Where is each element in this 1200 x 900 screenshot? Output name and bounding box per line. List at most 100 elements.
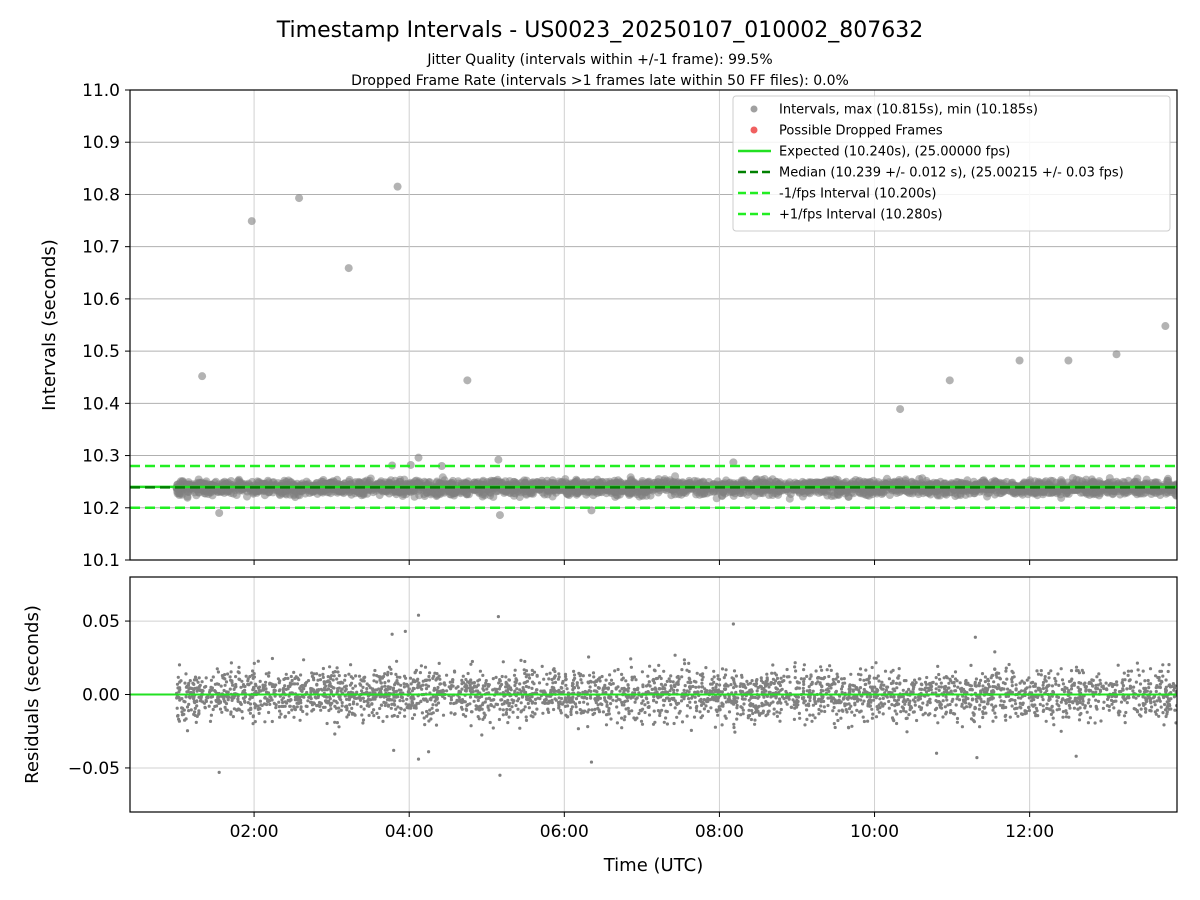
residual-point	[469, 724, 473, 728]
residual-point	[306, 699, 310, 703]
residual-point	[399, 707, 403, 711]
interval-point	[627, 475, 636, 484]
interval-point	[190, 488, 199, 497]
residual-point	[716, 674, 720, 678]
residual-point	[258, 679, 262, 684]
residual-point	[299, 707, 303, 712]
residual-point	[494, 675, 498, 680]
residual-point	[1055, 699, 1059, 703]
residual-point	[337, 706, 341, 710]
x-tick-label: 04:00	[385, 822, 434, 842]
residual-point	[699, 703, 704, 708]
residual-point	[422, 716, 426, 720]
residual-point	[855, 694, 859, 699]
residual-point	[640, 701, 644, 705]
residual-point	[343, 678, 347, 682]
residual-point	[1033, 711, 1037, 715]
residual-point	[767, 685, 771, 689]
residual-point	[620, 703, 624, 707]
residual-point	[698, 673, 703, 677]
residual-point	[564, 683, 568, 687]
residual-point	[833, 682, 837, 686]
residual-point	[1027, 696, 1031, 700]
interval-point	[1105, 474, 1114, 483]
interval-outlier-point	[437, 462, 446, 470]
residual-point	[393, 683, 397, 687]
interval-point	[461, 479, 470, 488]
residual-point	[193, 706, 197, 711]
residual-point	[643, 710, 647, 715]
residual-point	[755, 689, 759, 693]
residual-point	[286, 687, 290, 691]
residual-point	[497, 717, 501, 722]
residual-point	[1134, 680, 1138, 684]
residual-point	[1172, 695, 1176, 699]
residual-point	[284, 672, 288, 676]
residual-point	[605, 703, 609, 707]
residual-point	[846, 725, 851, 729]
residual-point	[558, 708, 563, 713]
residual-point	[350, 706, 354, 711]
residual-point	[193, 686, 197, 691]
residual-point	[1131, 695, 1136, 699]
residual-point	[524, 675, 528, 679]
residual-point	[1016, 714, 1020, 718]
residual-point	[464, 714, 468, 718]
interval-point	[344, 477, 353, 486]
residual-point	[542, 677, 546, 681]
residual-point	[669, 684, 673, 688]
residual-point	[978, 725, 982, 729]
residual-point	[545, 672, 549, 676]
residual-point	[1049, 669, 1053, 673]
residual-point	[586, 702, 590, 706]
residual-point	[739, 713, 743, 717]
residual-point	[1112, 706, 1116, 710]
residual-point	[1041, 704, 1045, 708]
residual-point	[1115, 680, 1119, 684]
chart-subtitle-2: Dropped Frame Rate (intervals >1 frames …	[351, 73, 849, 89]
residual-point	[675, 681, 679, 685]
residual-point	[941, 699, 945, 703]
residual-point	[448, 680, 452, 684]
residual-point	[657, 663, 661, 668]
interval-outlier-point	[247, 217, 256, 226]
residual-point	[533, 712, 537, 716]
residual-point	[837, 709, 841, 713]
residual-point	[431, 711, 435, 715]
residual-point	[981, 684, 985, 688]
residual-point	[387, 679, 391, 683]
residual-point	[627, 709, 631, 713]
residual-point	[267, 710, 271, 715]
interval-point	[512, 478, 520, 487]
interval-point	[304, 479, 313, 488]
residual-point	[196, 680, 200, 684]
residual-point	[1039, 673, 1043, 677]
residual-point	[700, 689, 704, 694]
residual-point	[332, 674, 336, 678]
residual-point	[1039, 669, 1043, 673]
residual-point	[832, 705, 836, 710]
residual-point	[1096, 683, 1100, 687]
interval-outlier-point	[1064, 356, 1073, 365]
residual-point	[774, 691, 778, 695]
residual-point	[325, 721, 329, 726]
residual-point	[336, 687, 340, 691]
interval-point	[722, 476, 731, 485]
y-tick-label: 10.5	[82, 342, 120, 362]
residual-point	[195, 678, 199, 682]
residual-point	[472, 699, 476, 703]
interval-outlier-point	[414, 453, 423, 462]
residual-point	[736, 696, 740, 700]
residual-point	[484, 679, 488, 683]
interval-outlier-point	[295, 194, 304, 203]
residual-point	[1153, 703, 1157, 707]
residual-point	[747, 708, 751, 712]
residual-point	[613, 669, 617, 673]
residual-point	[348, 683, 352, 687]
residual-point	[512, 673, 517, 677]
residual-point	[218, 707, 223, 711]
residual-point	[522, 708, 526, 712]
interval-point	[739, 488, 748, 497]
residual-point	[601, 687, 605, 691]
residual-point	[817, 712, 821, 716]
